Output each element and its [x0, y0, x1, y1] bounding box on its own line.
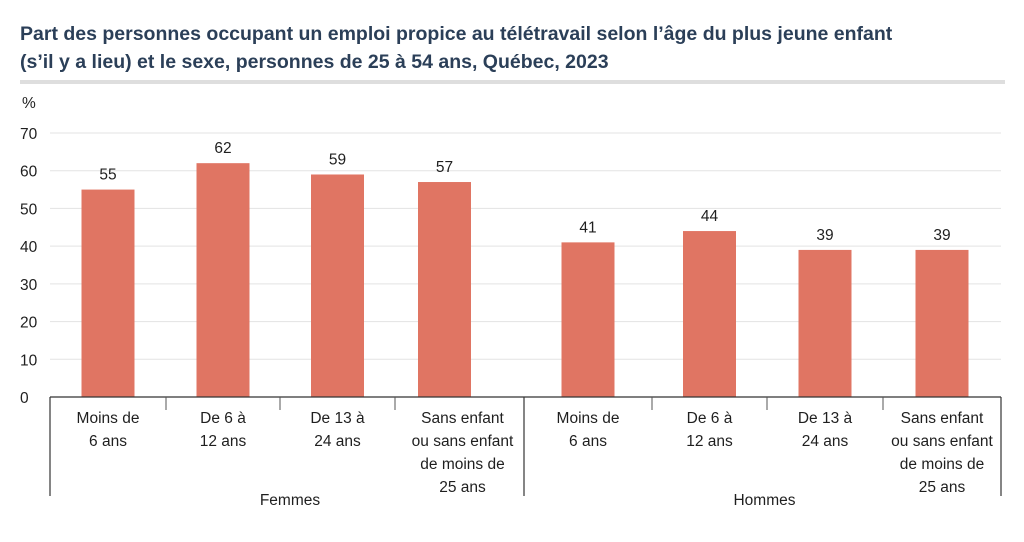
x-category-label: Sans enfant — [421, 410, 504, 427]
data-label: 62 — [214, 140, 231, 157]
x-category-label: de moins de — [900, 456, 984, 473]
x-group-label: Femmes — [260, 492, 321, 509]
data-label: 41 — [579, 219, 596, 236]
y-tick-label: 0 — [20, 390, 29, 407]
x-category-label: 12 ans — [686, 433, 733, 450]
bar-hommes-2 — [683, 231, 736, 397]
y-tick-label: 40 — [20, 239, 38, 256]
y-tick-label: 10 — [20, 352, 38, 369]
chart-title-line-1: Part des personnes occupant un emploi pr… — [20, 23, 893, 45]
x-category-label: Moins de — [77, 410, 140, 427]
x-category-label: De 13 à — [798, 410, 853, 427]
bar-femmes-2 — [196, 163, 250, 397]
x-category-label: 6 ans — [569, 433, 607, 450]
data-label: 57 — [436, 159, 453, 176]
data-label: 44 — [701, 208, 719, 225]
x-group-label: Hommes — [733, 492, 795, 509]
x-category-label: 25 ans — [919, 479, 966, 496]
x-category-label: Sans enfant — [901, 410, 984, 427]
y-axis-unit-label: % — [22, 95, 36, 112]
data-label: 39 — [816, 227, 833, 244]
bar-hommes-1 — [561, 242, 615, 397]
x-category-label: ou sans enfant — [412, 433, 514, 450]
x-category-label: De 13 à — [310, 410, 365, 427]
bar-femmes-4 — [418, 182, 471, 397]
x-category-label: ou sans enfant — [891, 433, 993, 450]
y-tick-label: 60 — [20, 164, 38, 181]
x-category-label: De 6 à — [687, 410, 733, 427]
x-category-label: 6 ans — [89, 433, 127, 450]
title-divider — [20, 80, 1005, 84]
x-category-label: Moins de — [557, 410, 620, 427]
y-tick-label: 20 — [20, 315, 38, 332]
data-label: 55 — [99, 167, 116, 184]
chart-title: Part des personnes occupant un emploi pr… — [20, 20, 1010, 76]
bar-femmes-3 — [311, 174, 364, 397]
x-category-label: 25 ans — [439, 479, 486, 496]
data-label: 59 — [329, 151, 346, 168]
bar-femmes-1 — [81, 189, 135, 397]
bar-hommes-3 — [798, 249, 852, 397]
y-tick-label: 70 — [20, 126, 38, 143]
x-category-label: De 6 à — [200, 410, 246, 427]
bar-hommes-4 — [915, 249, 969, 397]
x-category-label: de moins de — [420, 456, 504, 473]
y-tick-label: 30 — [20, 277, 38, 294]
chart-title-line-2: (s’il y a lieu) et le sexe, personnes de… — [20, 51, 609, 73]
x-category-label: 24 ans — [314, 433, 361, 450]
data-label: 39 — [933, 227, 950, 244]
x-category-label: 12 ans — [200, 433, 247, 450]
y-tick-label: 50 — [20, 201, 38, 218]
x-category-label: 24 ans — [802, 433, 849, 450]
